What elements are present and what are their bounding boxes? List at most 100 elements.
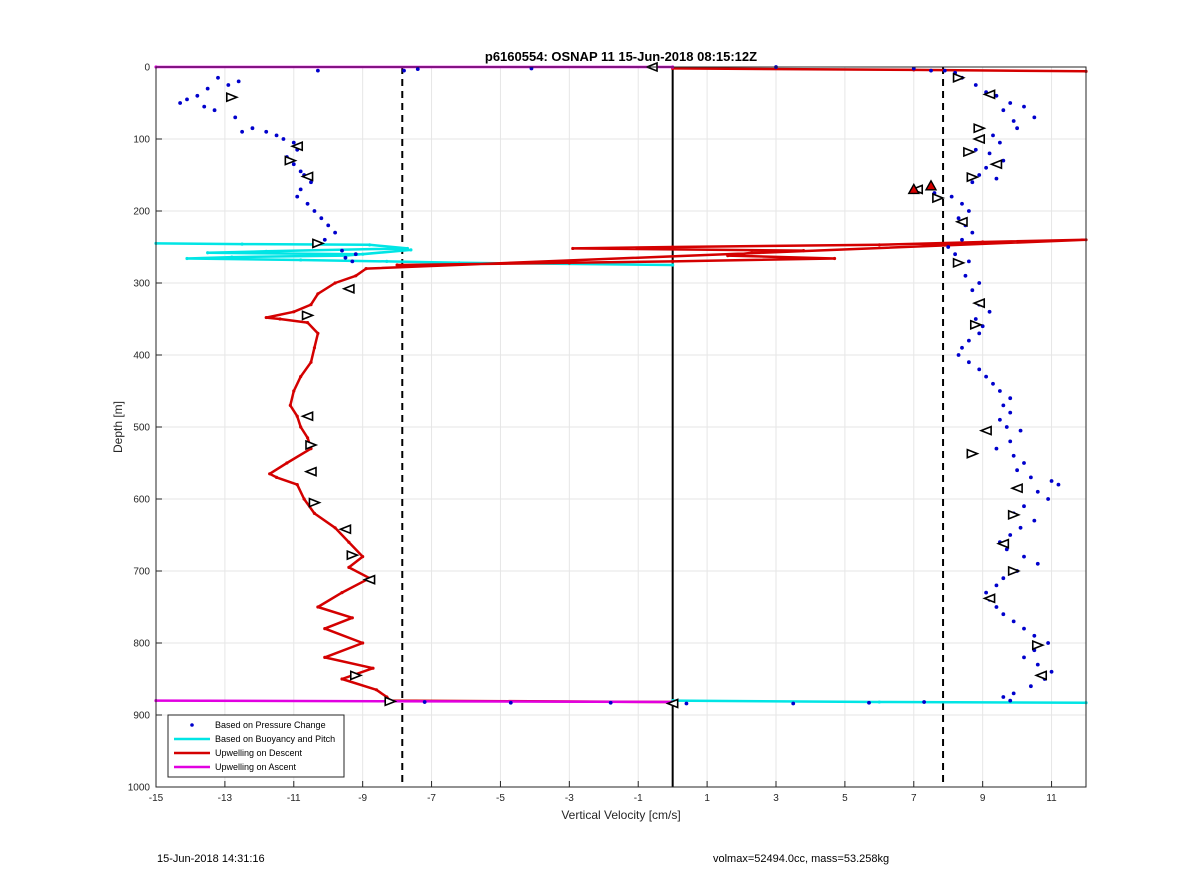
legend-swatch [190, 723, 194, 727]
x-tick-label: 11 [1046, 793, 1057, 804]
series-point-based-on-pressure-change [1015, 126, 1020, 131]
series-point-upwelling-on-descent [371, 666, 375, 670]
series-point-based-on-pressure-change [250, 126, 255, 131]
series-point-based-on-pressure-change [960, 237, 964, 242]
series-point-based-on-pressure-change [970, 230, 975, 235]
series-point-based-on-pressure-change [960, 201, 964, 206]
series-point-upwelling-on-descent [305, 436, 310, 440]
series-point-upwelling-on-descent [316, 605, 320, 609]
y-tick-label: 700 [133, 567, 150, 578]
orientation-marker [952, 72, 966, 83]
legend: Based on Pressure Change Based on Buoyanc… [167, 714, 345, 778]
series-point-based-on-pressure-change [312, 209, 317, 213]
orientation-marker [362, 574, 376, 585]
orientation-marker [978, 425, 992, 436]
series-point-based-on-pressure-change [997, 140, 1002, 145]
series-point-based-on-pressure-change [994, 605, 999, 609]
series-point-based-on-pressure-change [966, 338, 971, 343]
y-tick-label: 1000 [128, 783, 151, 794]
series-point-based-on-pressure-change [994, 446, 999, 451]
series-point-upwelling-on-descent [333, 526, 337, 530]
x-tick-label: 3 [773, 793, 779, 804]
series-point-upwelling-on-descent [395, 263, 399, 267]
series-point-based-on-pressure-change [178, 101, 183, 105]
y-tick-label: 100 [133, 135, 150, 146]
series-point-based-on-pressure-change [240, 129, 245, 134]
series-point-upwelling-on-descent [877, 243, 881, 247]
series-point-based-on-buoyancy-and-pitch [385, 259, 389, 263]
series-point-upwelling-on-descent [323, 627, 327, 631]
orientation-marker [1007, 565, 1021, 577]
series-point-based-on-pressure-change [977, 331, 982, 336]
x-tick-label: -13 [218, 793, 233, 804]
x-tick-label: 7 [911, 793, 917, 804]
series-point-based-on-pressure-change [1001, 158, 1006, 163]
series-point-based-on-pressure-change [994, 583, 999, 588]
series-point-based-on-pressure-change [1004, 425, 1009, 429]
orientation-marker [341, 283, 355, 294]
series-point-based-on-pressure-change [1028, 475, 1033, 480]
series-point-based-on-pressure-change [298, 169, 303, 174]
series-point-based-on-pressure-change [973, 317, 978, 321]
series-point-based-on-buoyancy-and-pitch [206, 251, 210, 255]
chart-title: p6160554: OSNAP 11 15-Jun-2018 08:15:12Z [485, 49, 757, 64]
series-point-upwelling-on-descent [312, 346, 317, 350]
series-point-based-on-pressure-change [264, 129, 269, 134]
series-point-based-on-pressure-change [1001, 612, 1006, 617]
series-point-based-on-pressure-change [216, 75, 220, 80]
footer-timestamp: 15-Jun-2018 14:31:16 [157, 853, 265, 865]
orientation-marker [1009, 483, 1023, 494]
series-point-based-on-pressure-change [867, 700, 871, 705]
series-point-upwelling-on-descent [305, 321, 310, 325]
orientation-marker [989, 159, 1003, 170]
series-point-upwelling-on-descent [278, 317, 282, 321]
series-line-upwelling-on-ascent [155, 699, 673, 704]
series-point-based-on-buoyancy-and-pitch [367, 243, 372, 247]
series-point-based-on-pressure-change [295, 194, 300, 199]
series-point-based-on-pressure-change [929, 68, 933, 73]
series-point-upwelling-on-descent [361, 641, 365, 645]
series-point-upwelling-on-descent [333, 281, 337, 285]
orientation-marker [665, 698, 679, 709]
series-point-upwelling-on-descent [323, 655, 327, 660]
series-point-based-on-buoyancy-and-pitch [671, 263, 675, 267]
orientation-marker [284, 155, 298, 166]
series-point-based-on-pressure-change [415, 67, 420, 72]
series-point-upwelling-on-descent [340, 591, 344, 595]
series-point-upwelling-on-descent [316, 331, 320, 335]
series-point-based-on-pressure-change [236, 79, 241, 84]
orientation-marker [301, 310, 315, 321]
x-tick-label: -1 [634, 793, 643, 804]
series-point-upwelling-on-descent [981, 240, 985, 244]
series-point-based-on-pressure-change [281, 137, 286, 141]
x-tick-label: 5 [842, 793, 848, 804]
series-point-upwelling-on-descent [316, 292, 320, 296]
series-point-based-on-pressure-change [1022, 104, 1026, 109]
orientation-marker [996, 538, 1010, 549]
series-point-based-on-pressure-change [994, 93, 999, 98]
series-point-based-on-pressure-change [922, 700, 927, 704]
x-axis-label: Vertical Velocity [cm/s] [561, 808, 680, 822]
orientation-marker [308, 497, 322, 508]
series-point-based-on-pressure-change [966, 360, 971, 365]
series-point-upwelling-on-descent [567, 261, 571, 265]
series-point-based-on-pressure-change [274, 133, 279, 138]
series-point-based-on-pressure-change [684, 701, 689, 706]
series-point-based-on-pressure-change [1028, 684, 1033, 689]
series-point-based-on-pressure-change [1004, 547, 1009, 552]
series-point-based-on-pressure-change [977, 367, 982, 372]
series-point-based-on-pressure-change [1008, 533, 1013, 537]
series-point-based-on-pressure-change [1022, 554, 1026, 559]
orientation-marker [932, 192, 946, 204]
legend-label: Based on Pressure Change [215, 720, 326, 730]
series-point-based-on-pressure-change [1022, 626, 1026, 631]
series-point-based-on-pressure-change [319, 216, 324, 221]
series-point-based-on-pressure-change [997, 389, 1002, 393]
series-point-upwelling-on-descent [285, 461, 289, 465]
x-tick-label: -5 [496, 793, 505, 804]
orientation-marker [973, 123, 987, 134]
series-point-upwelling-on-descent [750, 251, 754, 255]
legend-label: Based on Buoyancy and Pitch [215, 734, 335, 744]
series-point-based-on-buoyancy-and-pitch [185, 256, 189, 261]
